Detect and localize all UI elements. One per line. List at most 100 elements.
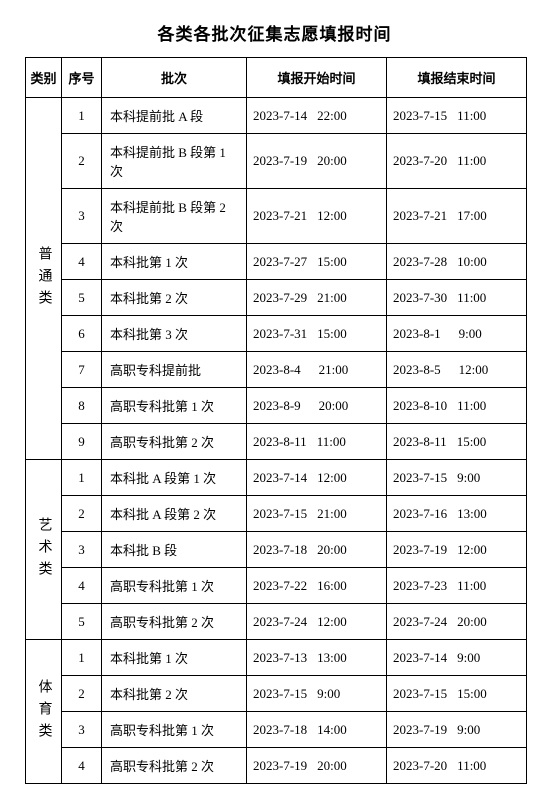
start-time-cell: 2023-8-421:00 (247, 352, 387, 388)
header-category: 类别 (26, 58, 62, 98)
start-time-cell: 2023-7-1820:00 (247, 532, 387, 568)
page-title: 各类各批次征集志愿填报时间 (25, 20, 524, 45)
batch-cell: 本科批 A 段第 1 次 (102, 460, 247, 496)
start-time-cell: 2023-7-1920:00 (247, 134, 387, 189)
batch-cell: 本科提前批 A 段 (102, 98, 247, 134)
start-time-cell: 2023-7-1422:00 (247, 98, 387, 134)
start-time-cell: 2023-7-1412:00 (247, 460, 387, 496)
end-time-cell: 2023-7-1511:00 (387, 98, 527, 134)
table-row: 2本科批 A 段第 2 次2023-7-1521:002023-7-1613:0… (26, 496, 527, 532)
start-time-cell: 2023-7-1313:00 (247, 640, 387, 676)
end-time-cell: 2023-7-2311:00 (387, 568, 527, 604)
batch-cell: 本科提前批 B 段第 2 次 (102, 189, 247, 244)
end-time-cell: 2023-7-2117:00 (387, 189, 527, 244)
batch-cell: 高职专科批第 1 次 (102, 568, 247, 604)
table-row: 3本科批 B 段2023-7-1820:002023-7-1912:00 (26, 532, 527, 568)
start-time-cell: 2023-8-920:00 (247, 388, 387, 424)
table-row: 4高职专科批第 1 次2023-7-2216:002023-7-2311:00 (26, 568, 527, 604)
batch-cell: 本科批 B 段 (102, 532, 247, 568)
end-time-cell: 2023-8-1115:00 (387, 424, 527, 460)
batch-cell: 本科批第 3 次 (102, 316, 247, 352)
table-row: 4本科批第 1 次2023-7-2715:002023-7-2810:00 (26, 244, 527, 280)
end-time-cell: 2023-7-159:00 (387, 460, 527, 496)
end-time-cell: 2023-7-1515:00 (387, 676, 527, 712)
category-cell: 艺术类 (26, 460, 62, 640)
index-cell: 1 (62, 640, 102, 676)
end-time-cell: 2023-8-512:00 (387, 352, 527, 388)
index-cell: 7 (62, 352, 102, 388)
index-cell: 2 (62, 676, 102, 712)
start-time-cell: 2023-7-3115:00 (247, 316, 387, 352)
end-time-cell: 2023-7-2011:00 (387, 134, 527, 189)
table-row: 5高职专科批第 2 次2023-7-2412:002023-7-2420:00 (26, 604, 527, 640)
start-time-cell: 2023-7-2112:00 (247, 189, 387, 244)
table-row: 普通类1本科提前批 A 段2023-7-1422:002023-7-1511:0… (26, 98, 527, 134)
end-time-cell: 2023-7-199:00 (387, 712, 527, 748)
batch-cell: 本科批第 1 次 (102, 640, 247, 676)
header-row: 类别 序号 批次 填报开始时间 填报结束时间 (26, 58, 527, 98)
schedule-table: 类别 序号 批次 填报开始时间 填报结束时间 普通类1本科提前批 A 段2023… (25, 57, 527, 784)
end-time-cell: 2023-8-19:00 (387, 316, 527, 352)
end-time-cell: 2023-7-1613:00 (387, 496, 527, 532)
table-row: 8高职专科批第 1 次2023-8-920:002023-8-1011:00 (26, 388, 527, 424)
table-row: 3本科提前批 B 段第 2 次2023-7-2112:002023-7-2117… (26, 189, 527, 244)
index-cell: 2 (62, 134, 102, 189)
index-cell: 6 (62, 316, 102, 352)
table-row: 9高职专科批第 2 次2023-8-1111:002023-8-1115:00 (26, 424, 527, 460)
end-time-cell: 2023-7-2810:00 (387, 244, 527, 280)
batch-cell: 高职专科提前批 (102, 352, 247, 388)
index-cell: 3 (62, 189, 102, 244)
batch-cell: 本科批 A 段第 2 次 (102, 496, 247, 532)
end-time-cell: 2023-7-2011:00 (387, 748, 527, 784)
index-cell: 9 (62, 424, 102, 460)
batch-cell: 高职专科批第 1 次 (102, 388, 247, 424)
start-time-cell: 2023-7-2921:00 (247, 280, 387, 316)
batch-cell: 高职专科批第 2 次 (102, 604, 247, 640)
end-time-cell: 2023-7-2420:00 (387, 604, 527, 640)
header-index: 序号 (62, 58, 102, 98)
start-time-cell: 2023-7-159:00 (247, 676, 387, 712)
batch-cell: 高职专科批第 2 次 (102, 424, 247, 460)
table-row: 艺术类1本科批 A 段第 1 次2023-7-1412:002023-7-159… (26, 460, 527, 496)
start-time-cell: 2023-8-1111:00 (247, 424, 387, 460)
index-cell: 4 (62, 748, 102, 784)
batch-cell: 本科批第 2 次 (102, 676, 247, 712)
start-time-cell: 2023-7-1521:00 (247, 496, 387, 532)
start-time-cell: 2023-7-2715:00 (247, 244, 387, 280)
batch-cell: 高职专科批第 1 次 (102, 712, 247, 748)
table-row: 3高职专科批第 1 次2023-7-1814:002023-7-199:00 (26, 712, 527, 748)
index-cell: 4 (62, 244, 102, 280)
table-row: 5本科批第 2 次2023-7-2921:002023-7-3011:00 (26, 280, 527, 316)
index-cell: 3 (62, 712, 102, 748)
batch-cell: 高职专科批第 2 次 (102, 748, 247, 784)
table-row: 2本科提前批 B 段第 1 次2023-7-1920:002023-7-2011… (26, 134, 527, 189)
end-time-cell: 2023-8-1011:00 (387, 388, 527, 424)
batch-cell: 本科批第 2 次 (102, 280, 247, 316)
header-batch: 批次 (102, 58, 247, 98)
table-row: 体育类1本科批第 1 次2023-7-1313:002023-7-149:00 (26, 640, 527, 676)
index-cell: 1 (62, 98, 102, 134)
index-cell: 5 (62, 280, 102, 316)
table-row: 2本科批第 2 次2023-7-159:002023-7-1515:00 (26, 676, 527, 712)
header-start: 填报开始时间 (247, 58, 387, 98)
header-end: 填报结束时间 (387, 58, 527, 98)
index-cell: 5 (62, 604, 102, 640)
end-time-cell: 2023-7-1912:00 (387, 532, 527, 568)
start-time-cell: 2023-7-2412:00 (247, 604, 387, 640)
start-time-cell: 2023-7-2216:00 (247, 568, 387, 604)
index-cell: 2 (62, 496, 102, 532)
batch-cell: 本科提前批 B 段第 1 次 (102, 134, 247, 189)
end-time-cell: 2023-7-3011:00 (387, 280, 527, 316)
table-row: 4高职专科批第 2 次2023-7-1920:002023-7-2011:00 (26, 748, 527, 784)
category-cell: 普通类 (26, 98, 62, 460)
table-row: 6本科批第 3 次2023-7-3115:002023-8-19:00 (26, 316, 527, 352)
batch-cell: 本科批第 1 次 (102, 244, 247, 280)
index-cell: 4 (62, 568, 102, 604)
table-row: 7高职专科提前批2023-8-421:002023-8-512:00 (26, 352, 527, 388)
index-cell: 3 (62, 532, 102, 568)
end-time-cell: 2023-7-149:00 (387, 640, 527, 676)
index-cell: 1 (62, 460, 102, 496)
category-cell: 体育类 (26, 640, 62, 784)
start-time-cell: 2023-7-1920:00 (247, 748, 387, 784)
start-time-cell: 2023-7-1814:00 (247, 712, 387, 748)
